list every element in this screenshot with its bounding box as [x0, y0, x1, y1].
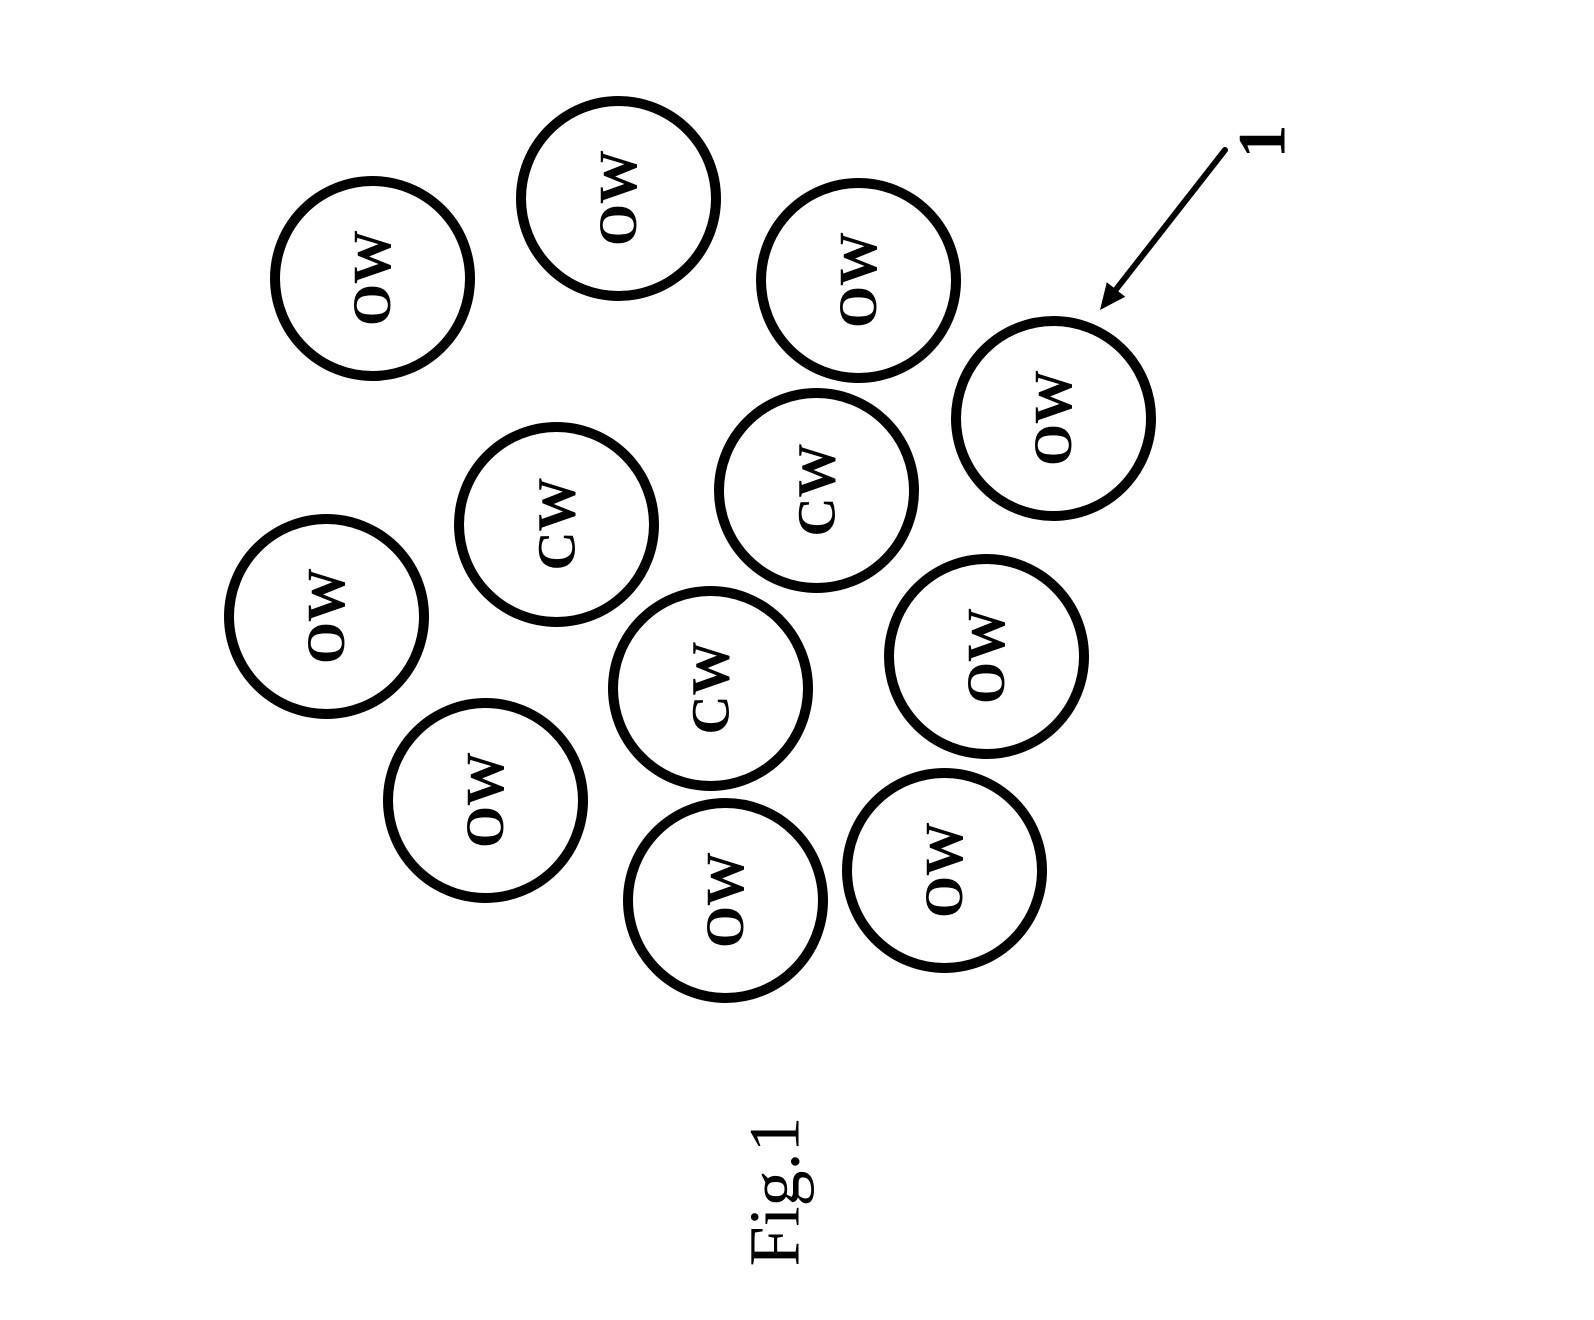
figure-caption: Fig.1 [734, 1116, 817, 1266]
node-ow-bottom-right: OW [842, 768, 1047, 973]
node-ow-right-upper: OW [951, 316, 1156, 521]
node-cw-lower: CW [608, 586, 813, 791]
node-label: CW [525, 478, 587, 571]
node-cw-left: CW [454, 422, 659, 627]
node-label: CW [785, 444, 847, 537]
node-label: OW [913, 822, 975, 918]
node-label: OW [1022, 370, 1084, 466]
node-ow-top-right: OW [756, 178, 961, 383]
node-cw-upper: CW [714, 388, 919, 593]
node-ow-right-lower: OW [884, 554, 1089, 759]
node-label: OW [827, 232, 889, 328]
diagram-container: OW OW OW OW CW CW OW CW OW OW OW OW 1 Fi… [0, 0, 1594, 1320]
node-label: OW [341, 230, 403, 326]
node-ow-bottom-mid-r: OW [623, 798, 828, 1003]
node-ow-top-mid: OW [516, 96, 721, 301]
node-ow-bottom-mid-l: OW [383, 698, 588, 903]
node-label: OW [454, 752, 516, 848]
node-ow-bottom-left: OW [224, 514, 429, 719]
node-label: CW [679, 642, 741, 735]
reference-label: 1 [1223, 125, 1302, 159]
node-ow-top-left: OW [270, 176, 475, 381]
node-label: OW [955, 608, 1017, 704]
node-label: OW [694, 852, 756, 948]
node-label: OW [587, 150, 649, 246]
node-label: OW [295, 568, 357, 664]
